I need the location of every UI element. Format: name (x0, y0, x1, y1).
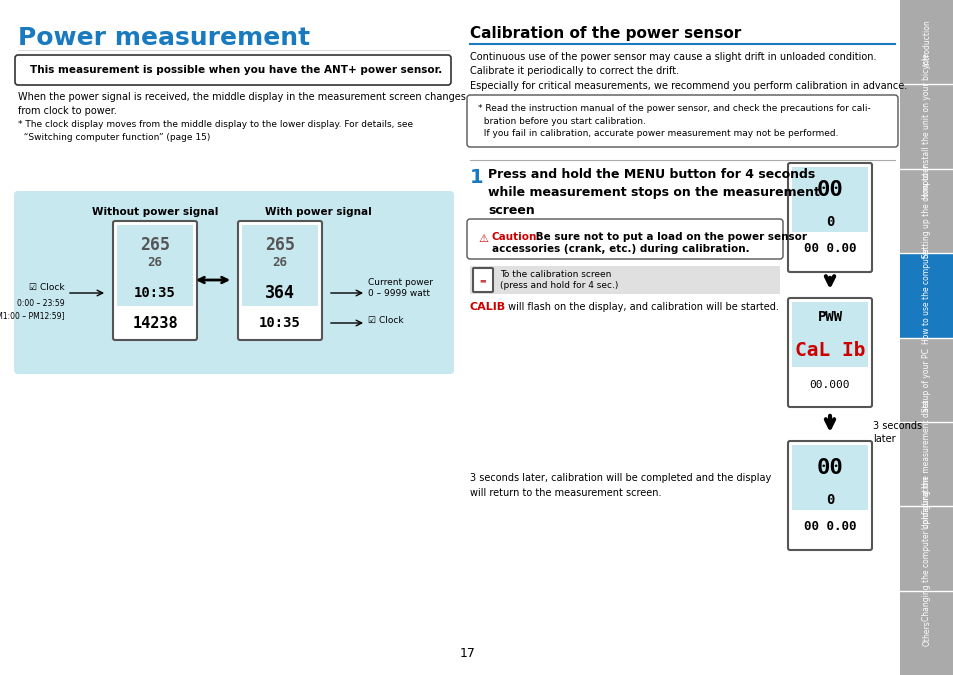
Text: PWW: PWW (817, 310, 841, 324)
FancyBboxPatch shape (470, 266, 780, 294)
FancyBboxPatch shape (787, 298, 871, 407)
FancyBboxPatch shape (117, 280, 193, 306)
Text: 00: 00 (816, 458, 842, 478)
Text: This measurement is possible when you have the ANT+ power sensor.: This measurement is possible when you ha… (30, 65, 442, 75)
Text: 00 0.00: 00 0.00 (803, 520, 856, 533)
Text: accessories (crank, etc.) during calibration.: accessories (crank, etc.) during calibra… (492, 244, 749, 254)
FancyBboxPatch shape (14, 191, 454, 374)
Text: 26: 26 (148, 256, 162, 269)
Text: 0:00 – 23:59
[AM1:00 – PM12:59]: 0:00 – 23:59 [AM1:00 – PM12:59] (0, 299, 65, 320)
FancyBboxPatch shape (467, 95, 897, 147)
Text: 10:35: 10:35 (259, 316, 300, 330)
FancyBboxPatch shape (242, 225, 317, 280)
Text: ▬: ▬ (479, 277, 486, 283)
FancyBboxPatch shape (899, 0, 953, 84)
FancyBboxPatch shape (791, 332, 867, 367)
FancyBboxPatch shape (242, 280, 317, 306)
FancyBboxPatch shape (899, 591, 953, 675)
Text: Calibration of the power sensor: Calibration of the power sensor (470, 26, 740, 41)
Text: * Read the instruction manual of the power sensor, and check the precautions for: * Read the instruction manual of the pow… (477, 104, 870, 138)
Text: Without power signal: Without power signal (91, 207, 218, 217)
Text: will flash on the display, and calibration will be started.: will flash on the display, and calibrati… (504, 302, 778, 312)
Text: 00 0.00: 00 0.00 (803, 242, 856, 254)
Text: 0: 0 (825, 215, 833, 229)
Text: 00: 00 (816, 180, 842, 200)
FancyBboxPatch shape (791, 490, 867, 510)
Text: Changing the computer configuration: Changing the computer configuration (922, 476, 930, 621)
FancyBboxPatch shape (117, 225, 193, 280)
FancyBboxPatch shape (467, 219, 782, 259)
Text: CALIB: CALIB (470, 302, 506, 312)
FancyBboxPatch shape (791, 302, 867, 332)
Text: ⚠: ⚠ (477, 234, 488, 244)
Text: 14238: 14238 (132, 315, 177, 331)
Text: ☑ Clock: ☑ Clock (368, 315, 403, 325)
Text: 265: 265 (265, 236, 294, 254)
Text: 10:35: 10:35 (134, 286, 175, 300)
Text: Continuous use of the power sensor may cause a slight drift in unloaded conditio: Continuous use of the power sensor may c… (470, 52, 906, 91)
Text: CaL Ib: CaL Ib (794, 340, 864, 360)
Text: 3 seconds
later: 3 seconds later (872, 421, 922, 444)
Text: How to use the computer: How to use the computer (922, 247, 930, 344)
Text: Uploading the measurement data: Uploading the measurement data (922, 400, 930, 529)
FancyBboxPatch shape (473, 268, 493, 292)
Text: 17: 17 (459, 647, 476, 660)
Text: * The clock display moves from the middle display to the lower display. For deta: * The clock display moves from the middl… (18, 120, 413, 142)
Text: 364: 364 (265, 284, 294, 302)
Text: Caution:: Caution: (492, 232, 541, 242)
FancyBboxPatch shape (899, 253, 953, 338)
Text: Power measurement: Power measurement (18, 26, 310, 50)
Text: 1: 1 (470, 168, 483, 187)
Text: How to install the unit on your bicycle: How to install the unit on your bicycle (922, 54, 930, 199)
FancyBboxPatch shape (791, 167, 867, 212)
FancyBboxPatch shape (899, 84, 953, 169)
FancyBboxPatch shape (237, 221, 322, 340)
Text: Press and hold the MENU button for 4 seconds
while measurement stops on the meas: Press and hold the MENU button for 4 sec… (488, 168, 819, 217)
Text: Setup of your PC: Setup of your PC (922, 348, 930, 412)
Text: To the calibration screen
(press and hold for 4 sec.): To the calibration screen (press and hol… (499, 269, 618, 290)
Text: Others: Others (922, 620, 930, 646)
Text: Be sure not to put a load on the power sensor: Be sure not to put a load on the power s… (532, 232, 806, 242)
Text: Setting up the computer: Setting up the computer (922, 164, 930, 258)
Text: 0: 0 (825, 493, 833, 507)
Text: Introduction: Introduction (922, 19, 930, 65)
FancyBboxPatch shape (112, 221, 196, 340)
FancyBboxPatch shape (15, 55, 451, 85)
Text: 3 seconds later, calibration will be completed and the display
will return to th: 3 seconds later, calibration will be com… (470, 473, 770, 497)
Text: 265: 265 (140, 236, 170, 254)
Text: With power signal: With power signal (264, 207, 371, 217)
Text: ☑ Clock: ☑ Clock (30, 283, 65, 292)
FancyBboxPatch shape (787, 441, 871, 550)
Text: 00.000: 00.000 (809, 380, 849, 390)
Text: 26: 26 (273, 256, 287, 269)
Text: Current power
0 – 9999 watt: Current power 0 – 9999 watt (368, 277, 433, 298)
FancyBboxPatch shape (899, 338, 953, 422)
FancyBboxPatch shape (787, 163, 871, 272)
FancyBboxPatch shape (791, 212, 867, 232)
FancyBboxPatch shape (899, 169, 953, 253)
Text: When the power signal is received, the middle display in the measurement screen : When the power signal is received, the m… (18, 92, 465, 116)
FancyBboxPatch shape (791, 445, 867, 490)
FancyBboxPatch shape (899, 422, 953, 506)
FancyBboxPatch shape (899, 506, 953, 591)
